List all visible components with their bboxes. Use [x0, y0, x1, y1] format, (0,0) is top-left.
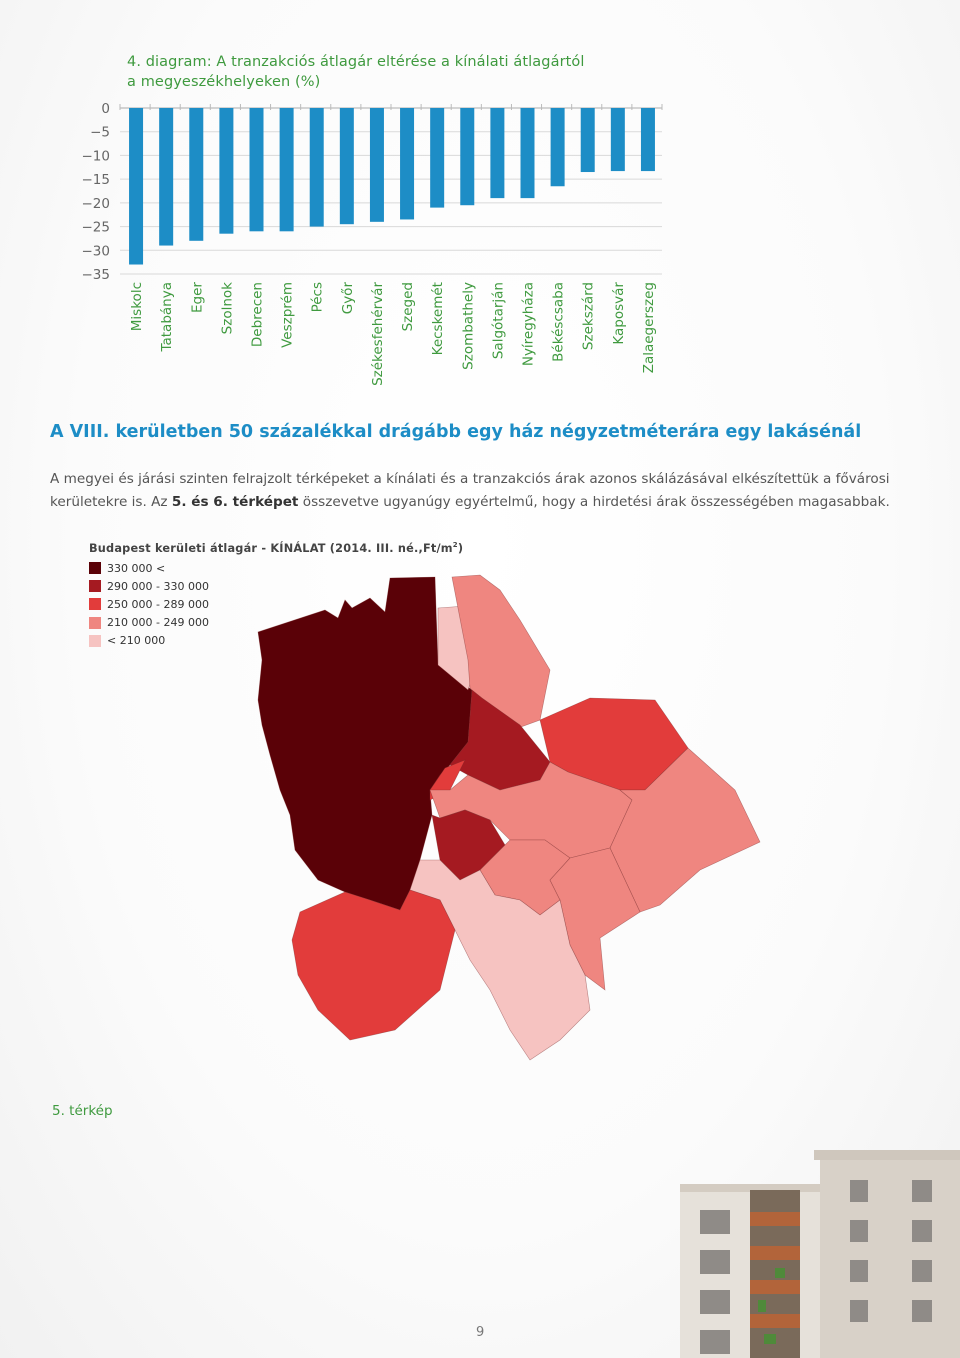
x-tick-label: Szolnok: [219, 282, 235, 334]
paragraph-text-1: A megyei és járási szinten felrajzolt té…: [50, 471, 890, 510]
x-tick-label: Zalaegerszeg: [641, 282, 657, 373]
bar: [369, 108, 384, 222]
map-title-text: Budapest kerületi átlagár - KÍNÁLAT (201…: [89, 541, 453, 555]
bar-chart: 0 −5 −10 −15 −20 −25 −30 −35 Miskolc Tatabánya Ege…: [82, 101, 663, 386]
map-caption: 5. térkép: [52, 1103, 113, 1119]
section-headline: A VIII. kerületben 50 százalékkal drágáb…: [50, 422, 862, 442]
body-paragraph: A megyei és járási szinten felrajzolt té…: [50, 468, 920, 514]
bar: [580, 108, 595, 173]
bar: [339, 108, 354, 225]
legend-label: 290 000 - 330 000: [107, 579, 209, 593]
y-tick-label: −30: [82, 243, 111, 259]
bar: [550, 108, 565, 187]
map-region-district-xxii: [291, 889, 456, 1041]
bar: [610, 108, 625, 172]
legend-swatch: [89, 634, 101, 647]
bar: [430, 108, 445, 208]
x-tick-label: Miskolc: [129, 282, 145, 331]
map-legend: 330 000 < 290 000 - 330 000 250 000 - 28…: [89, 559, 209, 650]
legend-item: 330 000 <: [89, 559, 209, 577]
bar: [159, 108, 174, 246]
page-number: 9: [476, 1325, 485, 1340]
legend-swatch: [89, 562, 101, 575]
map-region-district-xvii: [549, 847, 641, 991]
legend-label: 330 000 <: [107, 561, 166, 575]
legend-swatch: [89, 598, 101, 611]
x-tick-label: Szeged: [400, 282, 416, 331]
legend-item: 210 000 - 249 000: [89, 614, 209, 632]
bar: [129, 108, 144, 265]
bar: [640, 108, 655, 172]
paragraph-bold-1: 5. és 6. térképet: [171, 494, 299, 510]
x-tick-label: Debrecen: [250, 282, 266, 347]
y-tick-label: −35: [82, 267, 111, 283]
map-title-close: ): [457, 541, 464, 555]
legend-swatch: [89, 616, 101, 629]
bar: [249, 108, 264, 232]
y-tick-label: −25: [82, 220, 111, 236]
bar: [460, 108, 475, 206]
paragraph-text-2: összevetve ugyanúgy egyértelmű, hogy a h…: [298, 494, 890, 510]
x-tick-label: Veszprém: [280, 282, 296, 348]
y-tick-label: −5: [90, 125, 110, 141]
legend-swatch: [89, 580, 101, 593]
x-tick-label: Nyíregyháza: [521, 282, 537, 366]
x-tick-label: Szekszárd: [581, 282, 597, 350]
y-tick-label: −20: [82, 196, 111, 212]
x-tick-label: Kecskemét: [430, 282, 446, 355]
bar: [279, 108, 294, 232]
map-region-district-xxi-xxiii: [409, 859, 591, 1061]
x-tick-label: Székesfehérvár: [370, 282, 386, 386]
map-region-district-xvi: [609, 747, 761, 913]
map-region-district-iv: [451, 574, 551, 729]
x-tick-label: Kaposvár: [611, 282, 627, 345]
legend-label: 250 000 - 289 000: [107, 597, 209, 611]
chart-title: 4. diagram: A tranzakciós átlagár eltéré…: [127, 52, 647, 92]
x-tick-label: Győr: [340, 282, 356, 315]
map-title: Budapest kerületi átlagár - KÍNÁLAT (201…: [89, 541, 463, 555]
legend-label: 210 000 - 249 000: [107, 616, 209, 630]
bar: [400, 108, 415, 220]
y-tick-label: −15: [82, 172, 111, 188]
x-tick-label: Békéscsaba: [551, 282, 567, 362]
bar: [309, 108, 324, 227]
y-tick-label: 0: [101, 101, 110, 117]
legend-item: 290 000 - 330 000: [89, 577, 209, 595]
legend-item: < 210 000: [89, 632, 209, 650]
apartment-building-image: [680, 1150, 960, 1358]
legend-label: < 210 000: [107, 634, 166, 648]
bar: [219, 108, 234, 234]
x-tick-label: Szombathely: [460, 282, 476, 370]
chart-title-line1: 4. diagram: A tranzakciós átlagár eltéré…: [127, 54, 585, 70]
chart-title-line2: a megyeszékhelyeken (%): [127, 74, 321, 90]
legend-item: 250 000 - 289 000: [89, 595, 209, 613]
map-title-sup: 2: [452, 541, 458, 549]
bar: [520, 108, 535, 199]
bar: [490, 108, 505, 199]
x-tick-label: Tatabánya: [159, 282, 175, 353]
x-tick-label: Salgótarján: [490, 282, 506, 359]
x-tick-label: Eger: [189, 282, 205, 313]
x-tick-label: Pécs: [310, 282, 326, 312]
bar: [189, 108, 204, 241]
budapest-district-map: [257, 574, 761, 1061]
y-tick-label: −10: [82, 148, 111, 164]
